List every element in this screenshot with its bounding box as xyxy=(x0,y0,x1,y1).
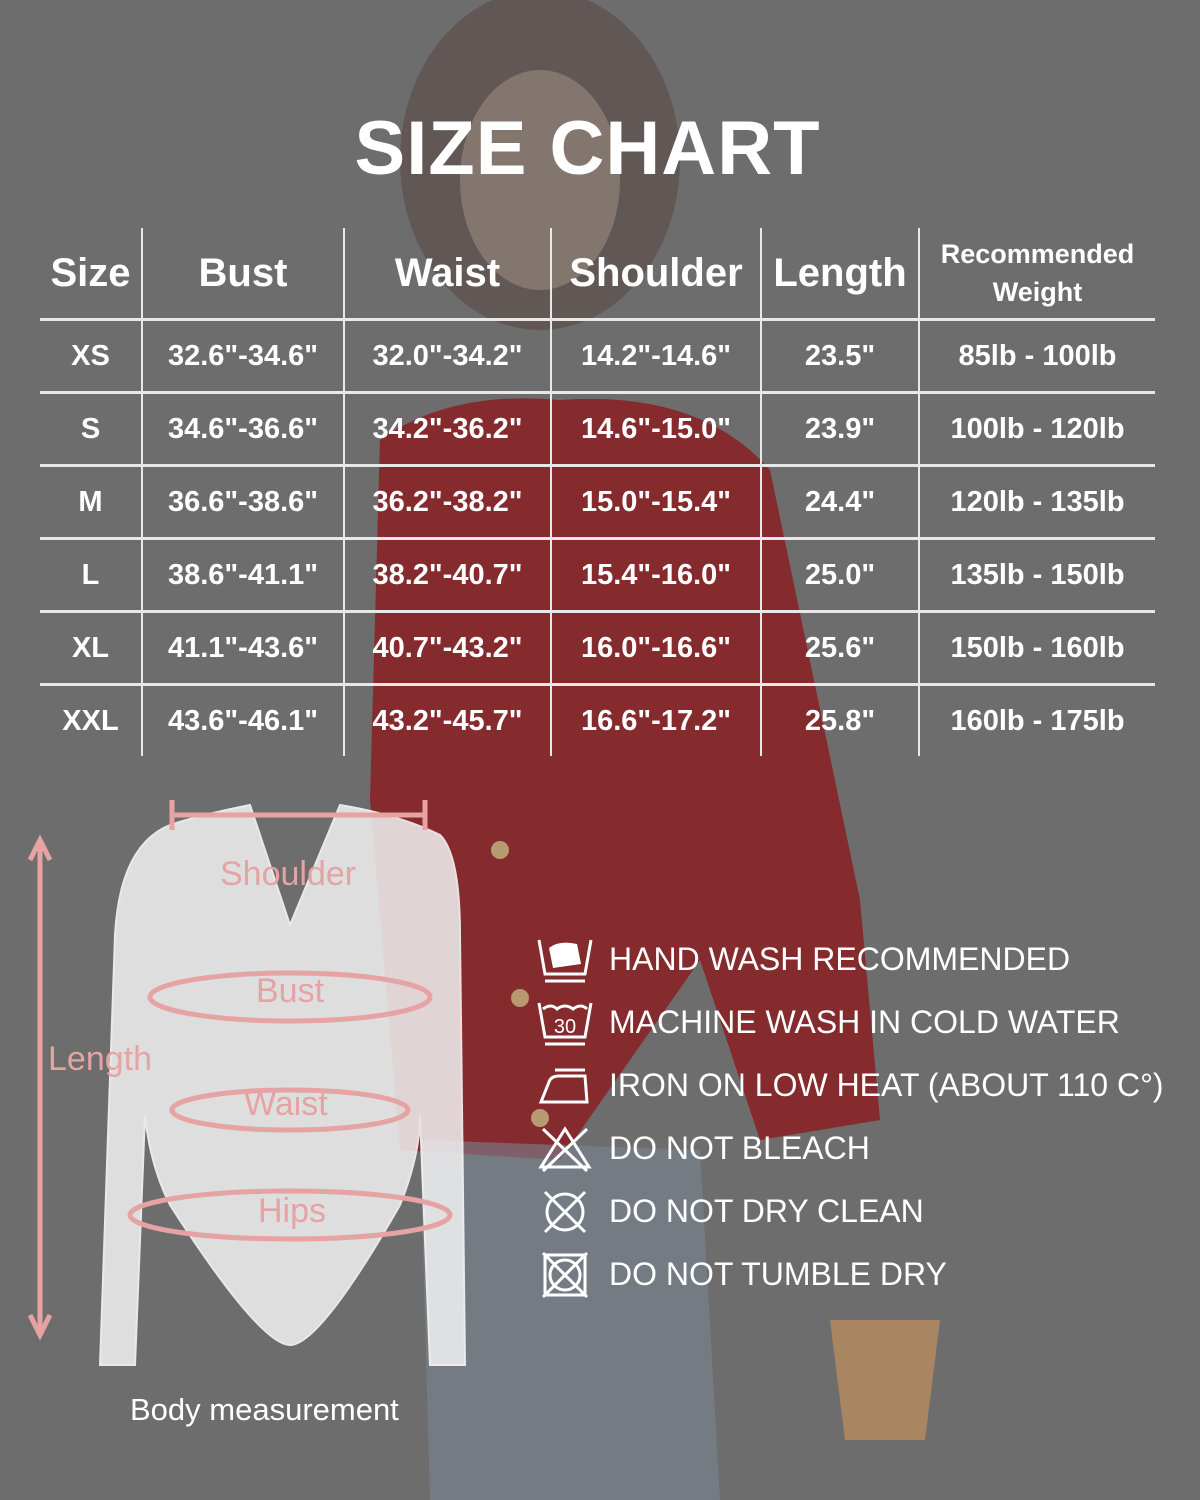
cell-size: XL xyxy=(40,613,143,683)
cell-waist: 40.7"-43.2" xyxy=(345,613,552,683)
page-title: SIZE CHART xyxy=(354,106,821,191)
table-header-row: Size Bust Waist Shoulder Length Recommen… xyxy=(40,228,1155,321)
cell-waist: 38.2"-40.7" xyxy=(345,540,552,610)
table-row: XXL 43.6"-46.1" 43.2"-45.7" 16.6"-17.2" 25.8… xyxy=(40,686,1155,756)
cell-bust: 43.6"-46.1" xyxy=(143,686,345,756)
header-length: Length xyxy=(762,228,920,318)
cell-shoulder: 15.4"-16.0" xyxy=(552,540,762,610)
care-item: HAND WASH RECOMMENDED xyxy=(535,928,1164,991)
header-weight: Recommended Weight xyxy=(940,239,1135,307)
care-item: 30 MACHINE WASH IN COLD WATER xyxy=(535,991,1164,1054)
body-silhouette xyxy=(27,800,467,1366)
cell-waist: 43.2"-45.7" xyxy=(345,686,552,756)
header-shoulder: Shoulder xyxy=(552,228,762,318)
cell-bust: 32.6"-34.6" xyxy=(143,321,345,391)
cell-weight: 150lb - 160lb xyxy=(950,631,1125,664)
cell-weight: 160lb - 175lb xyxy=(950,704,1125,737)
cell-shoulder: 16.6"-17.2" xyxy=(552,686,762,756)
cell-shoulder: 14.2"-14.6" xyxy=(552,321,762,391)
cell-shoulder: 14.6"-15.0" xyxy=(552,394,762,464)
cell-weight: 85lb - 100lb xyxy=(958,339,1117,372)
no-dry-clean-icon xyxy=(543,1190,587,1233)
table-row: S 34.6"-36.6" 34.2"-36.2" 14.6"-15.0" 23.9" 1… xyxy=(40,394,1155,467)
iron-low-icon xyxy=(538,1068,589,1103)
care-item: DO NOT DRY CLEAN xyxy=(535,1180,1164,1243)
no-bleach-icon xyxy=(538,1125,592,1172)
machine-wash-30-icon: 30 xyxy=(537,1002,593,1045)
care-item: DO NOT TUMBLE DRY xyxy=(535,1243,1164,1306)
cell-length: 25.8" xyxy=(762,686,920,756)
cell-length: 23.9" xyxy=(762,394,920,464)
cell-size: M xyxy=(40,467,143,537)
table-row: L 38.6"-41.1" 38.2"-40.7" 15.4"-16.0" 25.0" 1… xyxy=(40,540,1155,613)
no-tumble-dry-icon xyxy=(541,1251,589,1298)
table-row: XS 32.6"-34.6" 32.0"-34.2" 14.2"-14.6" 23.5"… xyxy=(40,321,1155,394)
body-measurement-diagram: Shoulder Bust Length Waist Hips xyxy=(20,785,520,1435)
care-text: HAND WASH RECOMMENDED xyxy=(609,941,1071,977)
cell-size: XS xyxy=(40,321,143,391)
cell-bust: 38.6"-41.1" xyxy=(143,540,345,610)
care-text: DO NOT DRY CLEAN xyxy=(609,1193,924,1229)
header-size: Size xyxy=(40,228,143,318)
cell-size: XXL xyxy=(40,686,143,756)
length-label: Length xyxy=(48,1040,152,1078)
bust-label: Bust xyxy=(256,972,325,1010)
cell-length: 25.6" xyxy=(762,613,920,683)
cell-waist: 32.0"-34.2" xyxy=(345,321,552,391)
cell-size: S xyxy=(40,394,143,464)
care-instructions: HAND WASH RECOMMENDED 30 MACHINE WASH IN… xyxy=(535,928,1164,1306)
care-text: DO NOT TUMBLE DRY xyxy=(609,1256,947,1292)
diagram-caption: Body measurement xyxy=(130,1392,399,1427)
cell-bust: 36.6"-38.6" xyxy=(143,467,345,537)
care-item: DO NOT BLEACH xyxy=(535,1117,1164,1180)
table-row: XL 41.1"-43.6" 40.7"-43.2" 16.0"-16.6" 25.6"… xyxy=(40,613,1155,686)
care-item: IRON ON LOW HEAT (ABOUT 110 C°) xyxy=(535,1054,1164,1117)
cell-weight: 100lb - 120lb xyxy=(950,412,1125,445)
header-bust: Bust xyxy=(143,228,345,318)
cell-waist: 34.2"-36.2" xyxy=(345,394,552,464)
size-table: Size Bust Waist Shoulder Length Recommen… xyxy=(40,228,1155,756)
hips-label: Hips xyxy=(258,1192,327,1230)
cell-bust: 34.6"-36.6" xyxy=(143,394,345,464)
svg-text:30: 30 xyxy=(554,1016,576,1038)
cell-length: 23.5" xyxy=(762,321,920,391)
cell-shoulder: 16.0"-16.6" xyxy=(552,613,762,683)
cell-bust: 41.1"-43.6" xyxy=(143,613,345,683)
cell-length: 25.0" xyxy=(762,540,920,610)
hand-wash-icon xyxy=(537,939,593,982)
care-text: DO NOT BLEACH xyxy=(609,1130,870,1166)
cell-size: L xyxy=(40,540,143,610)
table-row: M 36.6"-38.6" 36.2"-38.2" 15.0"-15.4" 24.4" 1… xyxy=(40,467,1155,540)
care-text: IRON ON LOW HEAT (ABOUT 110 C°) xyxy=(609,1067,1164,1103)
waist-label: Waist xyxy=(244,1085,328,1123)
cell-weight: 120lb - 135lb xyxy=(950,485,1125,518)
cell-length: 24.4" xyxy=(762,467,920,537)
header-waist: Waist xyxy=(345,228,552,318)
cell-waist: 36.2"-38.2" xyxy=(345,467,552,537)
care-text: MACHINE WASH IN COLD WATER xyxy=(609,1004,1120,1040)
shoulder-label: Shoulder xyxy=(220,855,357,893)
cell-weight: 135lb - 150lb xyxy=(950,558,1125,591)
cell-shoulder: 15.0"-15.4" xyxy=(552,467,762,537)
